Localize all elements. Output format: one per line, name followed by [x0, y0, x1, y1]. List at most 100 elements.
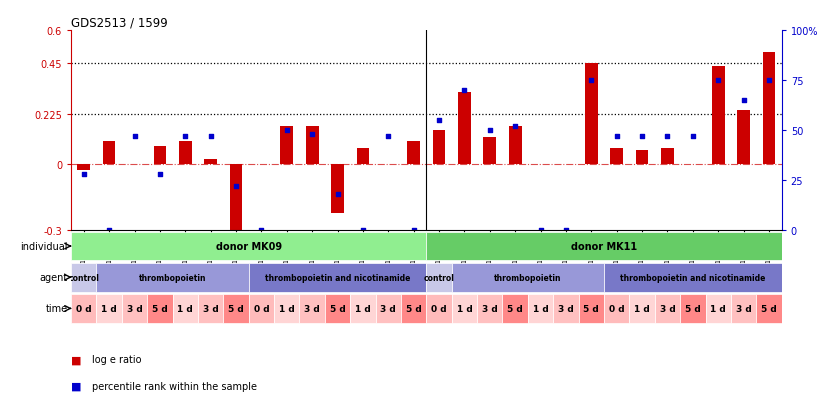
- Bar: [433, 131, 446, 164]
- Text: agent: agent: [39, 273, 68, 282]
- Text: 5 d: 5 d: [152, 304, 168, 313]
- Text: GDS2513 / 1599: GDS2513 / 1599: [71, 17, 168, 30]
- FancyBboxPatch shape: [274, 294, 299, 323]
- Point: [534, 228, 548, 234]
- Point: [179, 134, 192, 140]
- Point: [128, 134, 141, 140]
- FancyBboxPatch shape: [731, 294, 757, 323]
- Text: 1 d: 1 d: [456, 304, 472, 313]
- Text: ■: ■: [71, 354, 82, 364]
- Text: 0 d: 0 d: [253, 304, 269, 313]
- Text: 0 d: 0 d: [76, 304, 92, 313]
- Text: thrombopoietin and nicotinamide: thrombopoietin and nicotinamide: [265, 273, 410, 282]
- Bar: [179, 142, 191, 164]
- Bar: [509, 126, 522, 164]
- FancyBboxPatch shape: [401, 294, 426, 323]
- FancyBboxPatch shape: [451, 263, 604, 292]
- Bar: [154, 147, 166, 164]
- Bar: [712, 66, 725, 164]
- FancyBboxPatch shape: [249, 263, 426, 292]
- Bar: [737, 111, 750, 164]
- Bar: [762, 53, 775, 164]
- FancyBboxPatch shape: [299, 294, 325, 323]
- Text: control: control: [69, 273, 99, 282]
- Text: 3 d: 3 d: [660, 304, 675, 313]
- Bar: [458, 93, 471, 164]
- Bar: [661, 149, 674, 164]
- Bar: [483, 138, 496, 164]
- Text: 3 d: 3 d: [380, 304, 396, 313]
- Point: [635, 134, 649, 140]
- FancyBboxPatch shape: [553, 294, 579, 323]
- FancyBboxPatch shape: [604, 294, 630, 323]
- Point: [356, 228, 370, 234]
- FancyBboxPatch shape: [172, 294, 198, 323]
- Bar: [357, 149, 370, 164]
- FancyBboxPatch shape: [147, 294, 172, 323]
- Bar: [230, 164, 242, 242]
- Bar: [585, 64, 598, 164]
- Text: 1 d: 1 d: [711, 304, 726, 313]
- Text: 1 d: 1 d: [635, 304, 650, 313]
- FancyBboxPatch shape: [604, 263, 782, 292]
- Text: 1 d: 1 d: [355, 304, 371, 313]
- Point: [77, 172, 90, 178]
- Text: 5 d: 5 d: [761, 304, 777, 313]
- FancyBboxPatch shape: [325, 294, 350, 323]
- Text: 3 d: 3 d: [304, 304, 320, 313]
- FancyBboxPatch shape: [71, 294, 96, 323]
- Text: donor MK09: donor MK09: [216, 242, 282, 252]
- Text: individual: individual: [20, 242, 68, 252]
- FancyBboxPatch shape: [757, 294, 782, 323]
- Bar: [331, 164, 344, 213]
- FancyBboxPatch shape: [655, 294, 681, 323]
- Text: 3 d: 3 d: [126, 304, 142, 313]
- FancyBboxPatch shape: [249, 294, 274, 323]
- Point: [458, 88, 472, 94]
- FancyBboxPatch shape: [426, 232, 782, 261]
- FancyBboxPatch shape: [96, 294, 122, 323]
- Point: [483, 128, 497, 134]
- Text: percentile rank within the sample: percentile rank within the sample: [92, 381, 257, 391]
- Point: [255, 228, 268, 234]
- Point: [153, 172, 166, 178]
- FancyBboxPatch shape: [451, 294, 477, 323]
- FancyBboxPatch shape: [350, 294, 375, 323]
- Text: 0 d: 0 d: [609, 304, 624, 313]
- FancyBboxPatch shape: [223, 294, 249, 323]
- FancyBboxPatch shape: [71, 263, 96, 292]
- FancyBboxPatch shape: [681, 294, 706, 323]
- Text: thrombopoietin: thrombopoietin: [139, 273, 206, 282]
- Point: [305, 132, 319, 138]
- Bar: [280, 126, 293, 164]
- FancyBboxPatch shape: [477, 294, 502, 323]
- Bar: [407, 142, 420, 164]
- Text: ■: ■: [71, 381, 82, 391]
- Text: thrombopoietin and nicotinamide: thrombopoietin and nicotinamide: [620, 273, 766, 282]
- Text: 1 d: 1 d: [101, 304, 117, 313]
- Point: [204, 134, 217, 140]
- Text: 1 d: 1 d: [279, 304, 294, 313]
- Text: 5 d: 5 d: [329, 304, 345, 313]
- Point: [381, 134, 395, 140]
- Bar: [78, 164, 90, 171]
- Text: time: time: [45, 304, 68, 313]
- Point: [508, 123, 522, 130]
- Text: 3 d: 3 d: [736, 304, 752, 313]
- Text: 1 d: 1 d: [533, 304, 548, 313]
- Bar: [103, 142, 115, 164]
- Bar: [204, 160, 217, 164]
- Text: 5 d: 5 d: [405, 304, 421, 313]
- FancyBboxPatch shape: [375, 294, 401, 323]
- FancyBboxPatch shape: [579, 294, 604, 323]
- Point: [331, 192, 344, 198]
- Text: 3 d: 3 d: [482, 304, 497, 313]
- Point: [711, 78, 725, 84]
- Point: [737, 97, 750, 104]
- Point: [432, 118, 446, 124]
- Text: 5 d: 5 d: [228, 304, 244, 313]
- FancyBboxPatch shape: [528, 294, 553, 323]
- Point: [103, 228, 116, 234]
- FancyBboxPatch shape: [426, 294, 451, 323]
- Text: donor MK11: donor MK11: [571, 242, 637, 252]
